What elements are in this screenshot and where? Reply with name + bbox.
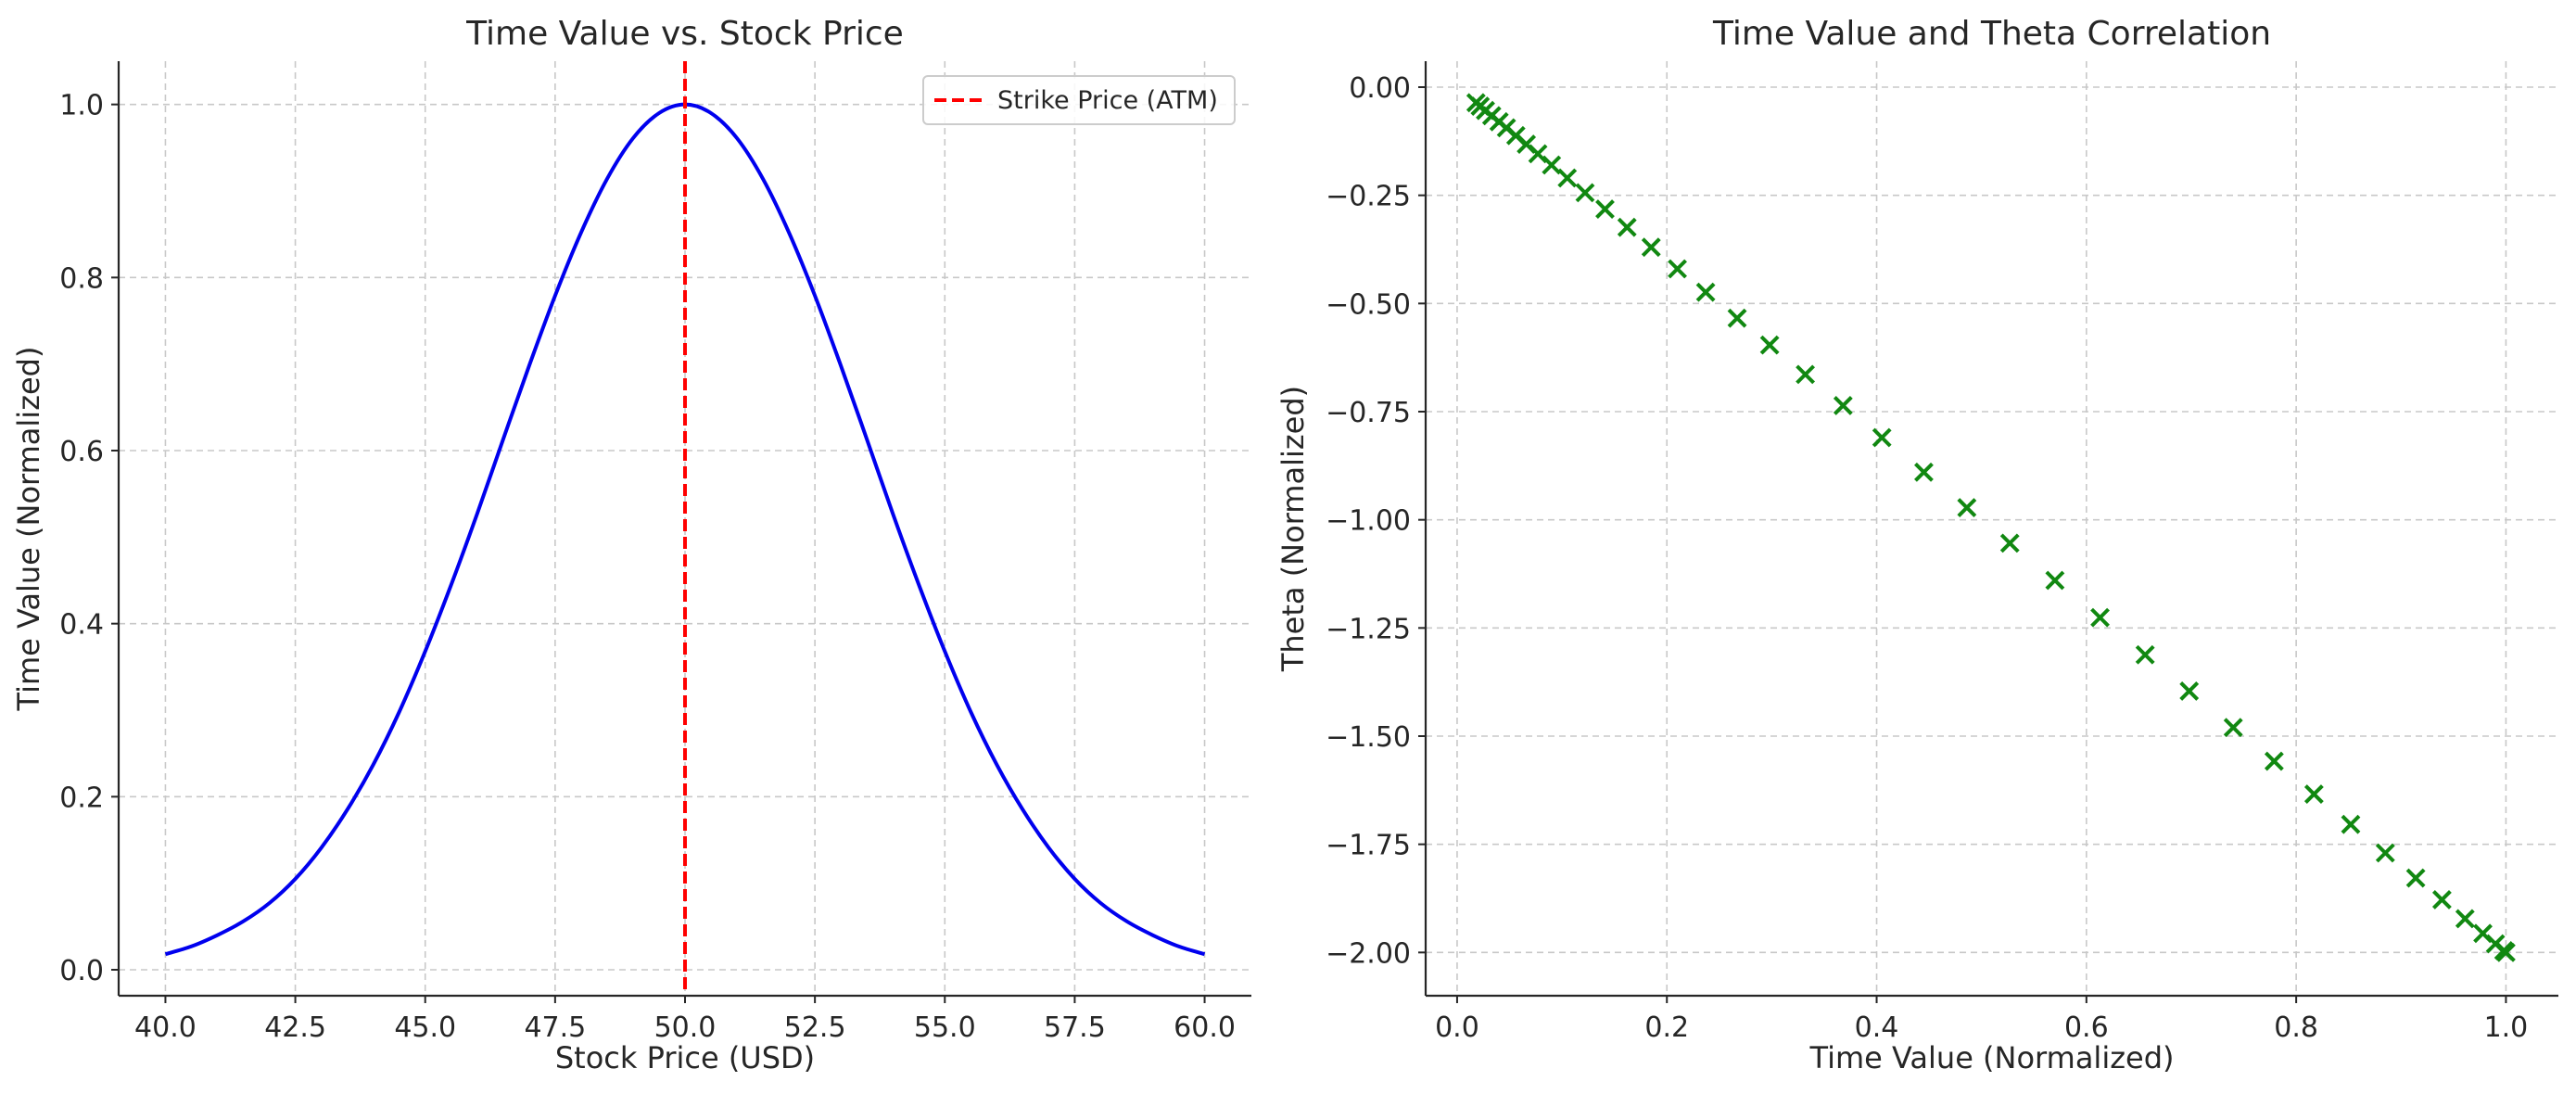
scatter-point (2135, 644, 2155, 665)
chart-time-value-vs-stock-price: Time Value vs. Stock Price Stock Price (… (11, 15, 1251, 1075)
scatter-point (1695, 282, 1716, 302)
y-tick-label: −1.75 (1326, 830, 1411, 862)
x-tick-label: 1.0 (2484, 1011, 2529, 1044)
x-tick-label: 52.5 (784, 1011, 846, 1044)
scatter-point (1872, 427, 1892, 448)
scatter-point (2455, 909, 2475, 929)
scatter-point (2431, 889, 2452, 910)
scatter-point (1759, 335, 1780, 355)
x-tick-label: 60.0 (1174, 1011, 1236, 1044)
scatter-point (2375, 843, 2395, 863)
x-tick-label: 57.5 (1044, 1011, 1106, 1044)
chart-title: Time Value and Theta Correlation (1712, 15, 2271, 53)
x-tick-label: 40.0 (134, 1011, 197, 1044)
y-tick-label: 0.00 (1349, 72, 1411, 105)
scatter-point (1833, 396, 1853, 415)
x-tick-label: 45.0 (394, 1011, 456, 1044)
x-tick-label: 47.5 (524, 1011, 586, 1044)
scatter-point (1668, 259, 1687, 279)
scatter-point (1727, 308, 1747, 328)
y-tick-label: 0.0 (59, 955, 104, 987)
y-tick-label: −1.25 (1326, 613, 1411, 645)
y-axis-label: Time Value (Normalized) (11, 347, 46, 712)
y-tick-label: −1.00 (1326, 505, 1411, 538)
scatter-point (1542, 155, 1562, 175)
legend-entry-strike-price: Strike Price (ATM) (997, 86, 1218, 115)
scatter-point (1999, 533, 2020, 553)
scatter-point (1641, 237, 1661, 258)
y-axis-label: Theta (Normalized) (1275, 386, 1311, 672)
scatter-point (2341, 814, 2361, 834)
x-tick-label: 42.5 (264, 1011, 326, 1044)
y-tick-label: −1.50 (1326, 721, 1411, 754)
y-tick-label: −2.00 (1326, 937, 1411, 970)
scatter-point (2264, 751, 2284, 771)
scatter-point (1796, 364, 1816, 385)
scatter-point (2179, 681, 2200, 701)
scatter-point (1957, 498, 1977, 518)
scatter-point (2303, 784, 2324, 804)
x-tick-label: 0.8 (2274, 1011, 2318, 1044)
scatter-point (2496, 942, 2516, 962)
y-tick-label: −0.75 (1326, 397, 1411, 429)
scatter-point (1575, 183, 1595, 203)
x-tick-label: 50.0 (654, 1011, 717, 1044)
x-axis-label: Stock Price (USD) (555, 1040, 815, 1075)
y-tick-label: 0.4 (59, 609, 104, 642)
x-tick-label: 55.0 (914, 1011, 976, 1044)
legend-box (922, 75, 1236, 125)
scatter-point (1557, 168, 1578, 188)
chart-time-value-and-theta-correlation: Time Value and Theta Correlation Time Va… (1275, 15, 2558, 1075)
legend: Strike Price (ATM) (922, 75, 1236, 125)
scatter-point (1595, 199, 1615, 220)
scatter-point (1914, 462, 1934, 482)
y-tick-label: −0.50 (1326, 288, 1411, 321)
y-tick-label: 0.2 (59, 782, 104, 814)
scatter-point (2223, 718, 2243, 738)
x-tick-label: 0.2 (1644, 1011, 1689, 1044)
y-tick-label: 1.0 (59, 90, 104, 122)
x-axis-label: Time Value (Normalized) (1809, 1040, 2175, 1075)
scatter-point (2090, 607, 2110, 628)
x-tick-label: 0.0 (1435, 1011, 1479, 1044)
x-tick-label: 0.6 (2064, 1011, 2109, 1044)
y-tick-label: 0.8 (59, 262, 104, 295)
x-tick-label: 0.4 (1855, 1011, 1899, 1044)
scatter-point (2045, 570, 2065, 591)
scatter-point (2405, 868, 2426, 888)
y-tick-label: 0.6 (59, 436, 104, 468)
chart-title: Time Value vs. Stock Price (465, 15, 904, 53)
scatter-point (1617, 217, 1637, 237)
y-tick-label: −0.25 (1326, 181, 1411, 213)
